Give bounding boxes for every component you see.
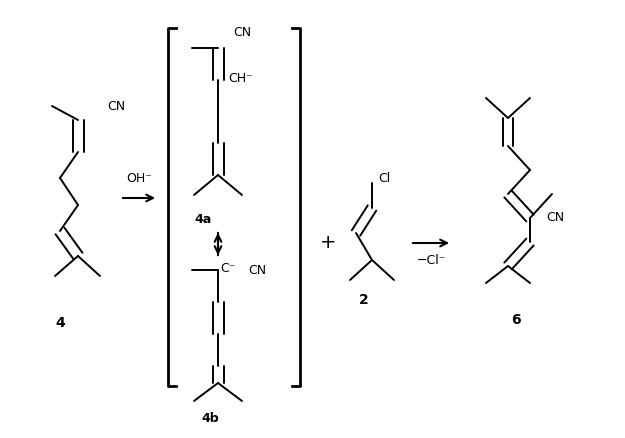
Text: 2: 2 xyxy=(359,293,369,307)
Text: 4a: 4a xyxy=(194,213,212,226)
Text: +: + xyxy=(320,233,336,252)
Text: 4: 4 xyxy=(55,316,65,330)
Text: C⁻: C⁻ xyxy=(220,262,236,276)
Text: CN: CN xyxy=(248,264,266,276)
Text: CN: CN xyxy=(107,99,125,113)
Text: CN: CN xyxy=(233,27,251,39)
Text: 6: 6 xyxy=(511,313,521,327)
Text: Cl: Cl xyxy=(378,173,390,186)
Text: CH⁻: CH⁻ xyxy=(228,73,253,85)
Text: −Cl⁻: −Cl⁻ xyxy=(416,254,446,266)
Text: 4b: 4b xyxy=(201,411,219,424)
Text: CN: CN xyxy=(546,212,564,225)
Text: OH⁻: OH⁻ xyxy=(126,172,152,184)
